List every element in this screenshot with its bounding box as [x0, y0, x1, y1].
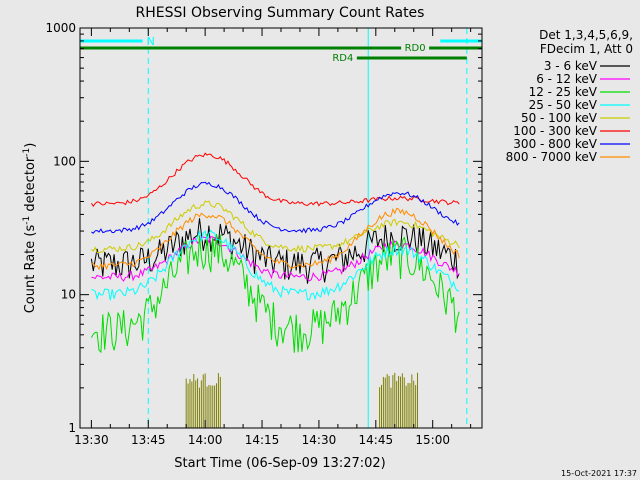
legend-label: 25 - 50 keV: [529, 98, 598, 112]
legend-label: 50 - 100 keV: [521, 111, 598, 125]
series-300-800-kev-line: [91, 181, 460, 234]
plot-area: N RD0 RD4: [79, 28, 482, 428]
legend: Det 1,3,4,5,6,9, FDecim 1, Att 0 3 - 6 k…: [506, 28, 633, 164]
x-tick-label: 13:30: [74, 433, 109, 447]
legend-label: 300 - 800 keV: [513, 137, 597, 151]
x-axis-label: Start Time (06-Sep-09 13:27:02): [174, 456, 385, 471]
chart-title: RHESSI Observing Summary Count Rates: [136, 5, 425, 21]
x-tick-label: 13:45: [131, 433, 166, 447]
x-tick-label: 14:30: [302, 433, 337, 447]
series-50-100-kev-line: [91, 200, 460, 253]
x-axis: 13:30 13:45 14:00 14:15 14:30 14:45 15:00: [74, 28, 472, 447]
legend-label: 12 - 25 keV: [529, 85, 598, 99]
night-label: N: [147, 35, 155, 48]
legend-header-2: FDecim 1, Att 0: [540, 42, 633, 56]
y-tick-label: 10: [61, 288, 76, 302]
y-tick-label: 100: [53, 154, 76, 168]
legend-header-1: Det 1,3,4,5,6,9,: [539, 28, 633, 42]
legend-label: 800 - 7000 keV: [506, 150, 598, 164]
x-tick-label: 14:15: [245, 433, 280, 447]
rd4-label: RD4: [332, 53, 353, 64]
series-800-7000-kev-line: [91, 207, 460, 271]
plot-frame: [79, 27, 483, 429]
series-25-50-kev-line: [91, 229, 460, 301]
x-tick-label: 14:45: [359, 433, 394, 447]
footer-date: 15-Oct-2021 17:37: [561, 469, 637, 478]
legend-label: 3 - 6 keV: [544, 59, 598, 73]
x-tick-label: 14:00: [188, 433, 223, 447]
y-axis-label: Count Rate (s-1 detector-1): [22, 143, 38, 314]
series-12-25-kev-line: [90, 234, 460, 354]
rd0-label: RD0: [405, 43, 426, 54]
y-tick-label: 1: [68, 421, 76, 435]
legend-label: 100 - 300 keV: [513, 124, 597, 138]
x-tick-label: 15:00: [415, 433, 450, 447]
y-tick-label: 1000: [45, 21, 76, 35]
legend-label: 6 - 12 keV: [536, 72, 598, 86]
rd0-label-bg: [401, 41, 430, 53]
series-100-300-kev-line: [90, 152, 460, 207]
y-axis: 1 10 100 1000: [45, 21, 482, 435]
